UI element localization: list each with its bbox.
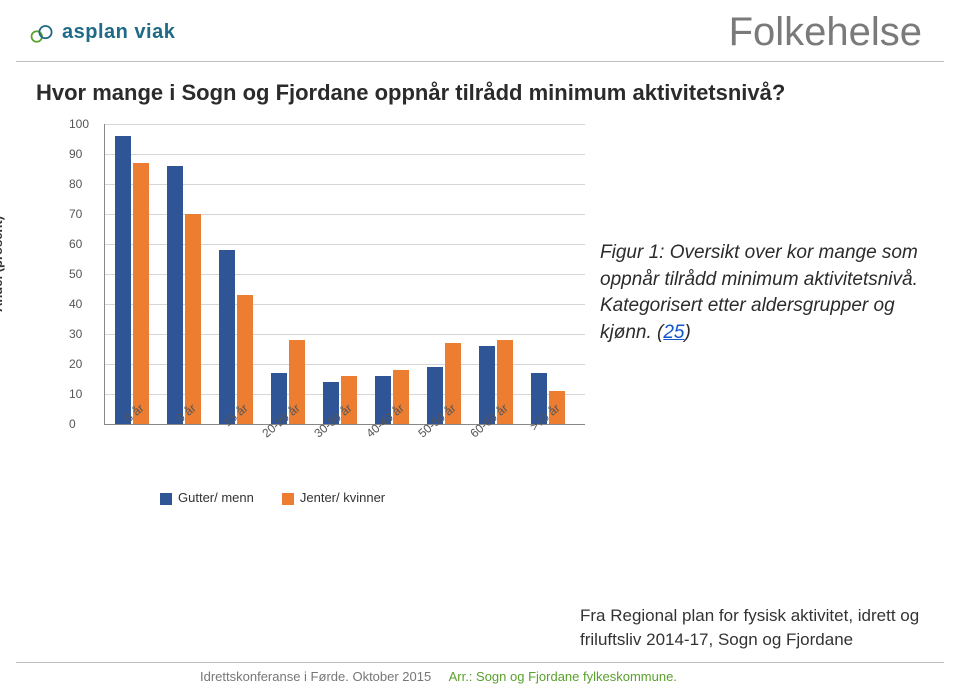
bar [167,166,183,424]
y-tick-label: 40 [69,297,82,311]
bar [185,214,201,424]
bar-group [219,250,265,424]
bar [219,250,235,424]
footer-text: Idrettskonferanse i Førde. Oktober 2015 … [0,669,960,694]
legend-item: Gutter/ menn [160,490,254,505]
bar [115,136,131,424]
bar-group [167,166,213,424]
footer-left: Idrettskonferanse i Førde. Oktober 2015 [200,669,431,684]
y-tick-label: 20 [69,357,82,371]
divider-bottom [16,662,944,663]
footer-right: Arr.: Sogn og Fjordane fylkeskommune. [449,669,677,684]
y-tick-label: 90 [69,147,82,161]
bar [133,163,149,424]
legend-swatch [282,493,294,505]
question-text: Hvor mange i Sogn og Fjordane oppnår til… [0,62,960,114]
y-tick-label: 60 [69,237,82,251]
logo-text: asplan viak [62,21,175,44]
figure-caption: Figur 1: Oversikt over kor mange som opp… [600,240,930,346]
y-tick-label: 80 [69,177,82,191]
y-tick-label: 70 [69,207,82,221]
chart-plot: 0102030405060708090100 [104,124,585,425]
y-axis-title: Andel (prosent) [0,216,5,312]
logo: asplan viak [28,19,175,47]
legend-item: Jenter/ kvinner [282,490,385,505]
logo-icon [28,19,56,47]
y-tick-label: 50 [69,267,82,281]
header: asplan viak Folkehelse [0,0,960,61]
caption-text: Figur 1: Oversikt over kor mange som opp… [600,242,918,343]
y-tick-label: 0 [69,417,76,431]
legend-swatch [160,493,172,505]
y-tick-label: 10 [69,387,82,401]
caption-link[interactable]: 25 [663,322,684,343]
source-text: Fra Regional plan for fysisk aktivitet, … [580,604,920,652]
y-tick-label: 100 [69,117,89,131]
page-title: Folkehelse [729,10,922,55]
chart-legend: Gutter/ menn Jenter/ kvinner [160,490,385,505]
bar-group [115,136,161,424]
caption-suffix: ) [685,322,691,343]
y-tick-label: 30 [69,327,82,341]
footer: Idrettskonferanse i Førde. Oktober 2015 … [0,662,960,694]
